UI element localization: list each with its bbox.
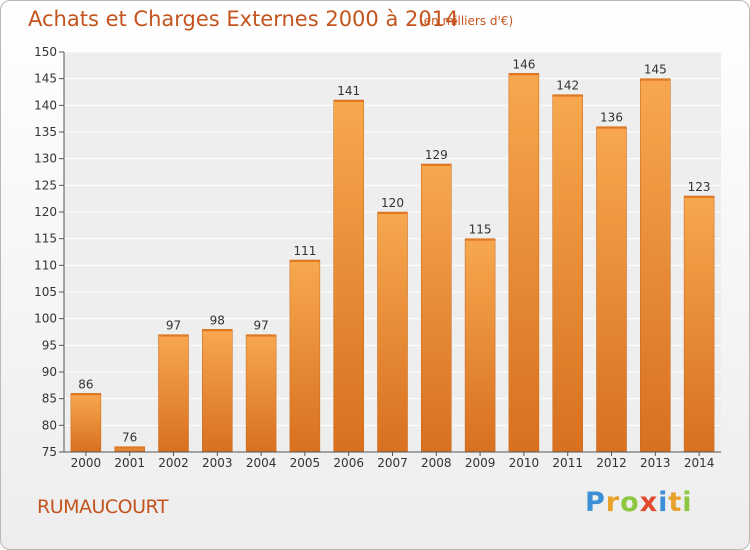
y-tick-label: 90 bbox=[42, 365, 57, 379]
bar-chart: 86 76 97 98 97 111 141 120 129 115 146 142 136 145 123… bbox=[34, 45, 721, 470]
bar-cap bbox=[333, 100, 364, 102]
y-tick-label: 130 bbox=[34, 152, 57, 166]
bar-value-label: 97 bbox=[253, 319, 268, 333]
logo-letter: i bbox=[658, 487, 669, 518]
bar-value-label: 86 bbox=[78, 377, 93, 391]
logo-letter: o bbox=[620, 487, 640, 518]
bar bbox=[683, 195, 715, 453]
bar bbox=[158, 334, 189, 453]
bar bbox=[640, 78, 671, 453]
y-tick-label: 100 bbox=[34, 312, 57, 326]
logo-letter: r bbox=[605, 487, 621, 518]
bar bbox=[552, 94, 583, 453]
bar-cap bbox=[508, 73, 539, 76]
y-tick-label: 115 bbox=[34, 232, 57, 246]
bar-cap bbox=[246, 334, 277, 337]
bar-value-label: 145 bbox=[644, 63, 667, 77]
bar-value-label: 141 bbox=[337, 84, 360, 98]
bar bbox=[289, 259, 321, 453]
bar-cap bbox=[377, 212, 408, 214]
chart-subtitle: (en milliers d'€) bbox=[419, 14, 514, 28]
x-tick-label: 2003 bbox=[202, 456, 233, 470]
chart-title: Achats et Charges Externes 2000 à 2014 bbox=[28, 7, 459, 31]
x-tick-label: 2009 bbox=[465, 456, 496, 470]
bar bbox=[596, 126, 627, 453]
y-tick-label: 120 bbox=[34, 205, 57, 219]
bar-cap bbox=[596, 126, 627, 129]
bar bbox=[508, 73, 540, 453]
bar-value-label: 76 bbox=[122, 431, 137, 445]
bar-cap bbox=[465, 238, 496, 241]
logo-letter: x bbox=[639, 487, 659, 518]
x-tick-label: 2012 bbox=[596, 456, 627, 470]
y-tick-label: 150 bbox=[34, 45, 57, 59]
x-tick-label: 2005 bbox=[290, 456, 321, 470]
y-tick-label: 140 bbox=[34, 98, 57, 112]
y-tick-label: 125 bbox=[34, 178, 57, 192]
y-tick-label: 135 bbox=[34, 125, 57, 139]
bar bbox=[464, 238, 496, 453]
x-tick-label: 2013 bbox=[640, 456, 671, 470]
logo-letter: P bbox=[585, 487, 606, 518]
y-tick-label: 145 bbox=[34, 72, 57, 86]
y-tick-label: 95 bbox=[42, 338, 57, 352]
bar-cap bbox=[114, 446, 145, 449]
bar-value-label: 136 bbox=[600, 111, 623, 125]
bar-cap bbox=[70, 393, 101, 396]
logo-letter: t bbox=[668, 487, 683, 518]
bar bbox=[333, 99, 364, 453]
bar-cap bbox=[684, 196, 715, 198]
x-tick-label: 2008 bbox=[421, 456, 452, 470]
bar-value-label: 146 bbox=[512, 57, 535, 71]
x-tick-label: 2002 bbox=[158, 456, 189, 470]
bar bbox=[377, 211, 408, 453]
bar-cap bbox=[289, 260, 320, 262]
bar-cap bbox=[552, 94, 583, 97]
bar bbox=[202, 329, 233, 453]
bar-cap bbox=[158, 334, 189, 337]
y-tick-label: 85 bbox=[42, 392, 57, 406]
bar-value-label: 120 bbox=[381, 196, 404, 210]
bar-value-label: 115 bbox=[469, 223, 492, 237]
y-tick-label: 75 bbox=[42, 445, 57, 459]
bar-value-label: 111 bbox=[293, 244, 316, 258]
commune-name: RUMAUCOURT bbox=[37, 496, 168, 518]
x-tick-label: 2006 bbox=[333, 456, 364, 470]
y-tick-label: 105 bbox=[34, 285, 57, 299]
bar-cap bbox=[202, 329, 233, 332]
bar-cap bbox=[640, 78, 671, 81]
y-tick-label: 80 bbox=[42, 418, 57, 432]
x-tick-label: 2004 bbox=[246, 456, 277, 470]
bar bbox=[421, 163, 452, 453]
bar-value-label: 97 bbox=[166, 319, 181, 333]
proxiti-logo[interactable]: Proxiti bbox=[585, 487, 693, 518]
x-tick-label: 2001 bbox=[114, 456, 145, 470]
bar-value-label: 123 bbox=[688, 180, 711, 194]
logo-letter: i bbox=[682, 487, 693, 518]
bar-value-label: 129 bbox=[425, 148, 448, 162]
bar-cap bbox=[421, 164, 452, 166]
x-tick-label: 2011 bbox=[552, 456, 583, 470]
x-tick-label: 2000 bbox=[71, 456, 102, 470]
x-tick-label: 2010 bbox=[509, 456, 540, 470]
bar-value-label: 142 bbox=[556, 79, 579, 93]
y-tick-label: 110 bbox=[34, 258, 57, 272]
bar bbox=[70, 393, 102, 453]
bar-value-label: 98 bbox=[210, 313, 225, 327]
x-tick-label: 2014 bbox=[684, 456, 715, 470]
x-tick-label: 2007 bbox=[377, 456, 408, 470]
bar bbox=[245, 334, 277, 453]
